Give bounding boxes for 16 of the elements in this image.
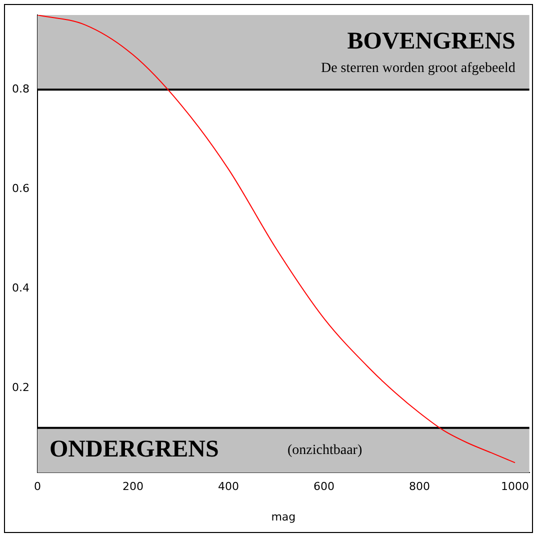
y-tick-label: 0.2 [12, 380, 30, 394]
y-tick-label: 0.8 [12, 82, 30, 96]
annotation: (onzichtbaar) [287, 442, 362, 458]
x-tick-label: 1000 [501, 480, 530, 494]
y-tick-label: 0.4 [12, 281, 30, 294]
x-tick-label: 800 [409, 480, 430, 494]
annotation: De sterren worden groot afgebeeld [320, 60, 516, 76]
x-tick-label: 600 [314, 480, 334, 494]
x-tick-label: 400 [218, 480, 239, 494]
band-label: ONDERGRENS [49, 436, 219, 462]
line-series [37, 15, 516, 464]
band-label: BOVENGRENS [347, 28, 516, 55]
x-tick-label: 0 [34, 480, 41, 494]
y-tick-label: 0.6 [12, 182, 30, 195]
x-axis-title: mag [271, 510, 296, 524]
x-tick-label: 200 [122, 480, 144, 494]
